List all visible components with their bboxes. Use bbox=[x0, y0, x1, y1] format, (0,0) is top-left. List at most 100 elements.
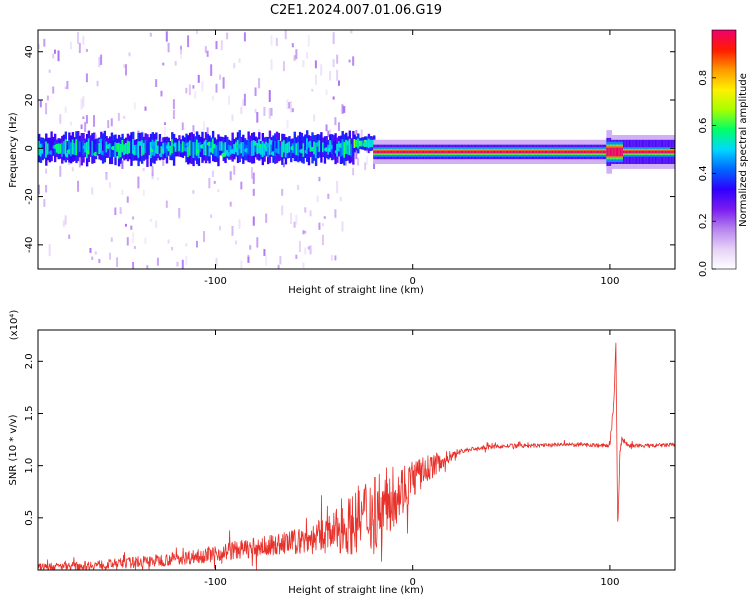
spectrogram-cell bbox=[412, 150, 415, 154]
spectrogram-cell bbox=[201, 81, 204, 92]
spectrogram-cell bbox=[240, 106, 243, 114]
spectrogram-cell bbox=[126, 237, 129, 246]
spectrogram-cell bbox=[229, 171, 232, 181]
spectrogram-cell bbox=[59, 143, 62, 154]
spectrogram-cell bbox=[165, 143, 169, 157]
spectrogram-cell bbox=[588, 150, 591, 154]
spectrogram-cell bbox=[658, 150, 661, 154]
spectrogram-cell bbox=[270, 142, 273, 152]
spectrogram-cell bbox=[460, 150, 464, 154]
spectrogram-cell bbox=[398, 150, 401, 154]
spectrogram-cell bbox=[320, 139, 323, 155]
spectrogram-cell bbox=[64, 106, 67, 114]
spectrogram-cell bbox=[258, 129, 261, 133]
spectrogram-cell bbox=[137, 141, 140, 158]
spectrogram-cell bbox=[343, 142, 346, 158]
spectrogram-cell bbox=[213, 143, 217, 156]
spectrogram-cell bbox=[364, 162, 367, 171]
spectrogram-cell bbox=[89, 247, 92, 253]
spectrogram-cell bbox=[130, 225, 133, 230]
spectrogram-cell bbox=[146, 265, 149, 269]
spectrogram-cell bbox=[374, 150, 377, 154]
spectrogram-cell bbox=[325, 124, 328, 132]
spectrogram-cell bbox=[624, 150, 627, 154]
spectrogram-cell bbox=[164, 142, 167, 154]
spectrogram-cell bbox=[155, 79, 158, 88]
spectrogram-cell bbox=[511, 150, 514, 154]
snr-x-tick-label: 100 bbox=[600, 577, 619, 588]
spectrogram-cell bbox=[486, 150, 490, 154]
spectrogram-cell bbox=[155, 139, 158, 154]
spectrogram-cell bbox=[302, 60, 305, 68]
spectrogram-cell bbox=[144, 106, 147, 111]
spectrogram-cell bbox=[132, 232, 135, 243]
spectrogram-cell bbox=[82, 116, 85, 120]
spectrogram-cell bbox=[601, 150, 604, 154]
spectrogram-cell bbox=[607, 147, 610, 157]
spectrogram-cell bbox=[419, 150, 422, 154]
spectrogram-cell bbox=[256, 237, 259, 248]
spectrogram-cell bbox=[385, 150, 388, 154]
spectrogram-cell bbox=[488, 150, 491, 154]
spectrogram-cell bbox=[334, 255, 337, 261]
spectrogram-cell bbox=[52, 86, 55, 94]
spectrogram-cell bbox=[407, 150, 410, 154]
spectrogram-cell bbox=[643, 150, 646, 154]
spectrogram-cell bbox=[295, 214, 298, 225]
spectrogram-cell bbox=[133, 102, 136, 110]
spectrogram-cell bbox=[572, 150, 575, 154]
spectrogram-cell bbox=[587, 150, 590, 154]
spectrogram-y-tick-label: 0 bbox=[24, 145, 35, 151]
spectrogram-cell bbox=[121, 139, 124, 153]
spectrogram-cell bbox=[542, 150, 545, 154]
spectrogram-cell bbox=[45, 102, 48, 115]
spectrogram-cell bbox=[302, 262, 305, 269]
spectrogram-cell bbox=[304, 247, 307, 255]
spectrogram-cell bbox=[329, 129, 332, 139]
spectrogram-cell bbox=[275, 37, 278, 47]
spectrogram-cell bbox=[110, 118, 113, 127]
spectrogram-cell bbox=[406, 150, 409, 154]
colorbar-ramp bbox=[712, 30, 736, 269]
spectrogram-cell bbox=[664, 150, 667, 154]
snr-y-tick-label: 1.5 bbox=[24, 406, 35, 422]
spectrogram-cell bbox=[574, 150, 577, 154]
spectrogram-cell bbox=[596, 150, 600, 154]
spectrogram-cell bbox=[318, 222, 321, 230]
spectrogram-cell bbox=[288, 102, 291, 109]
spectrogram-cell bbox=[337, 80, 340, 86]
spectrogram-cell bbox=[418, 150, 421, 154]
spectrogram-cell bbox=[528, 150, 531, 154]
spectrogram-cell bbox=[38, 44, 40, 50]
spectrogram-cell bbox=[160, 90, 163, 97]
spectrogram-cell bbox=[307, 142, 311, 158]
spectrogram-cell bbox=[78, 156, 81, 168]
spectrogram-cell bbox=[443, 150, 446, 154]
colorbar-label: Normalized spectral amplitude bbox=[738, 73, 749, 227]
spectrogram-cell bbox=[277, 140, 280, 155]
spectrogram-cell bbox=[231, 139, 234, 155]
spectrogram-cell bbox=[428, 150, 432, 154]
spectrogram-cell bbox=[80, 141, 83, 158]
spectrogram-cell bbox=[211, 170, 214, 178]
spectrogram-cell bbox=[162, 156, 165, 166]
spectrogram-cell bbox=[568, 150, 571, 154]
spectrogram-cell bbox=[291, 108, 294, 113]
spectrogram-cell bbox=[156, 177, 159, 181]
spectrogram-cell bbox=[391, 150, 394, 154]
spectrogram-cell bbox=[669, 150, 672, 154]
spectrogram-cell bbox=[194, 142, 197, 155]
spectrogram-cell bbox=[290, 144, 293, 157]
spectrogram-cell bbox=[91, 187, 94, 195]
spectrogram-cell bbox=[425, 150, 428, 154]
spectrogram-cell bbox=[444, 150, 447, 154]
spectrogram-cell bbox=[452, 150, 455, 154]
spectrogram-cell bbox=[130, 140, 133, 158]
spectrogram-cell bbox=[421, 150, 424, 154]
spectrogram-cell bbox=[43, 199, 46, 207]
spectrogram-cell bbox=[469, 150, 472, 154]
spectrogram-cell bbox=[123, 64, 126, 68]
spectrogram-cell bbox=[48, 143, 52, 157]
spectrogram-cell bbox=[91, 140, 94, 157]
spectrogram-cell bbox=[151, 166, 154, 177]
